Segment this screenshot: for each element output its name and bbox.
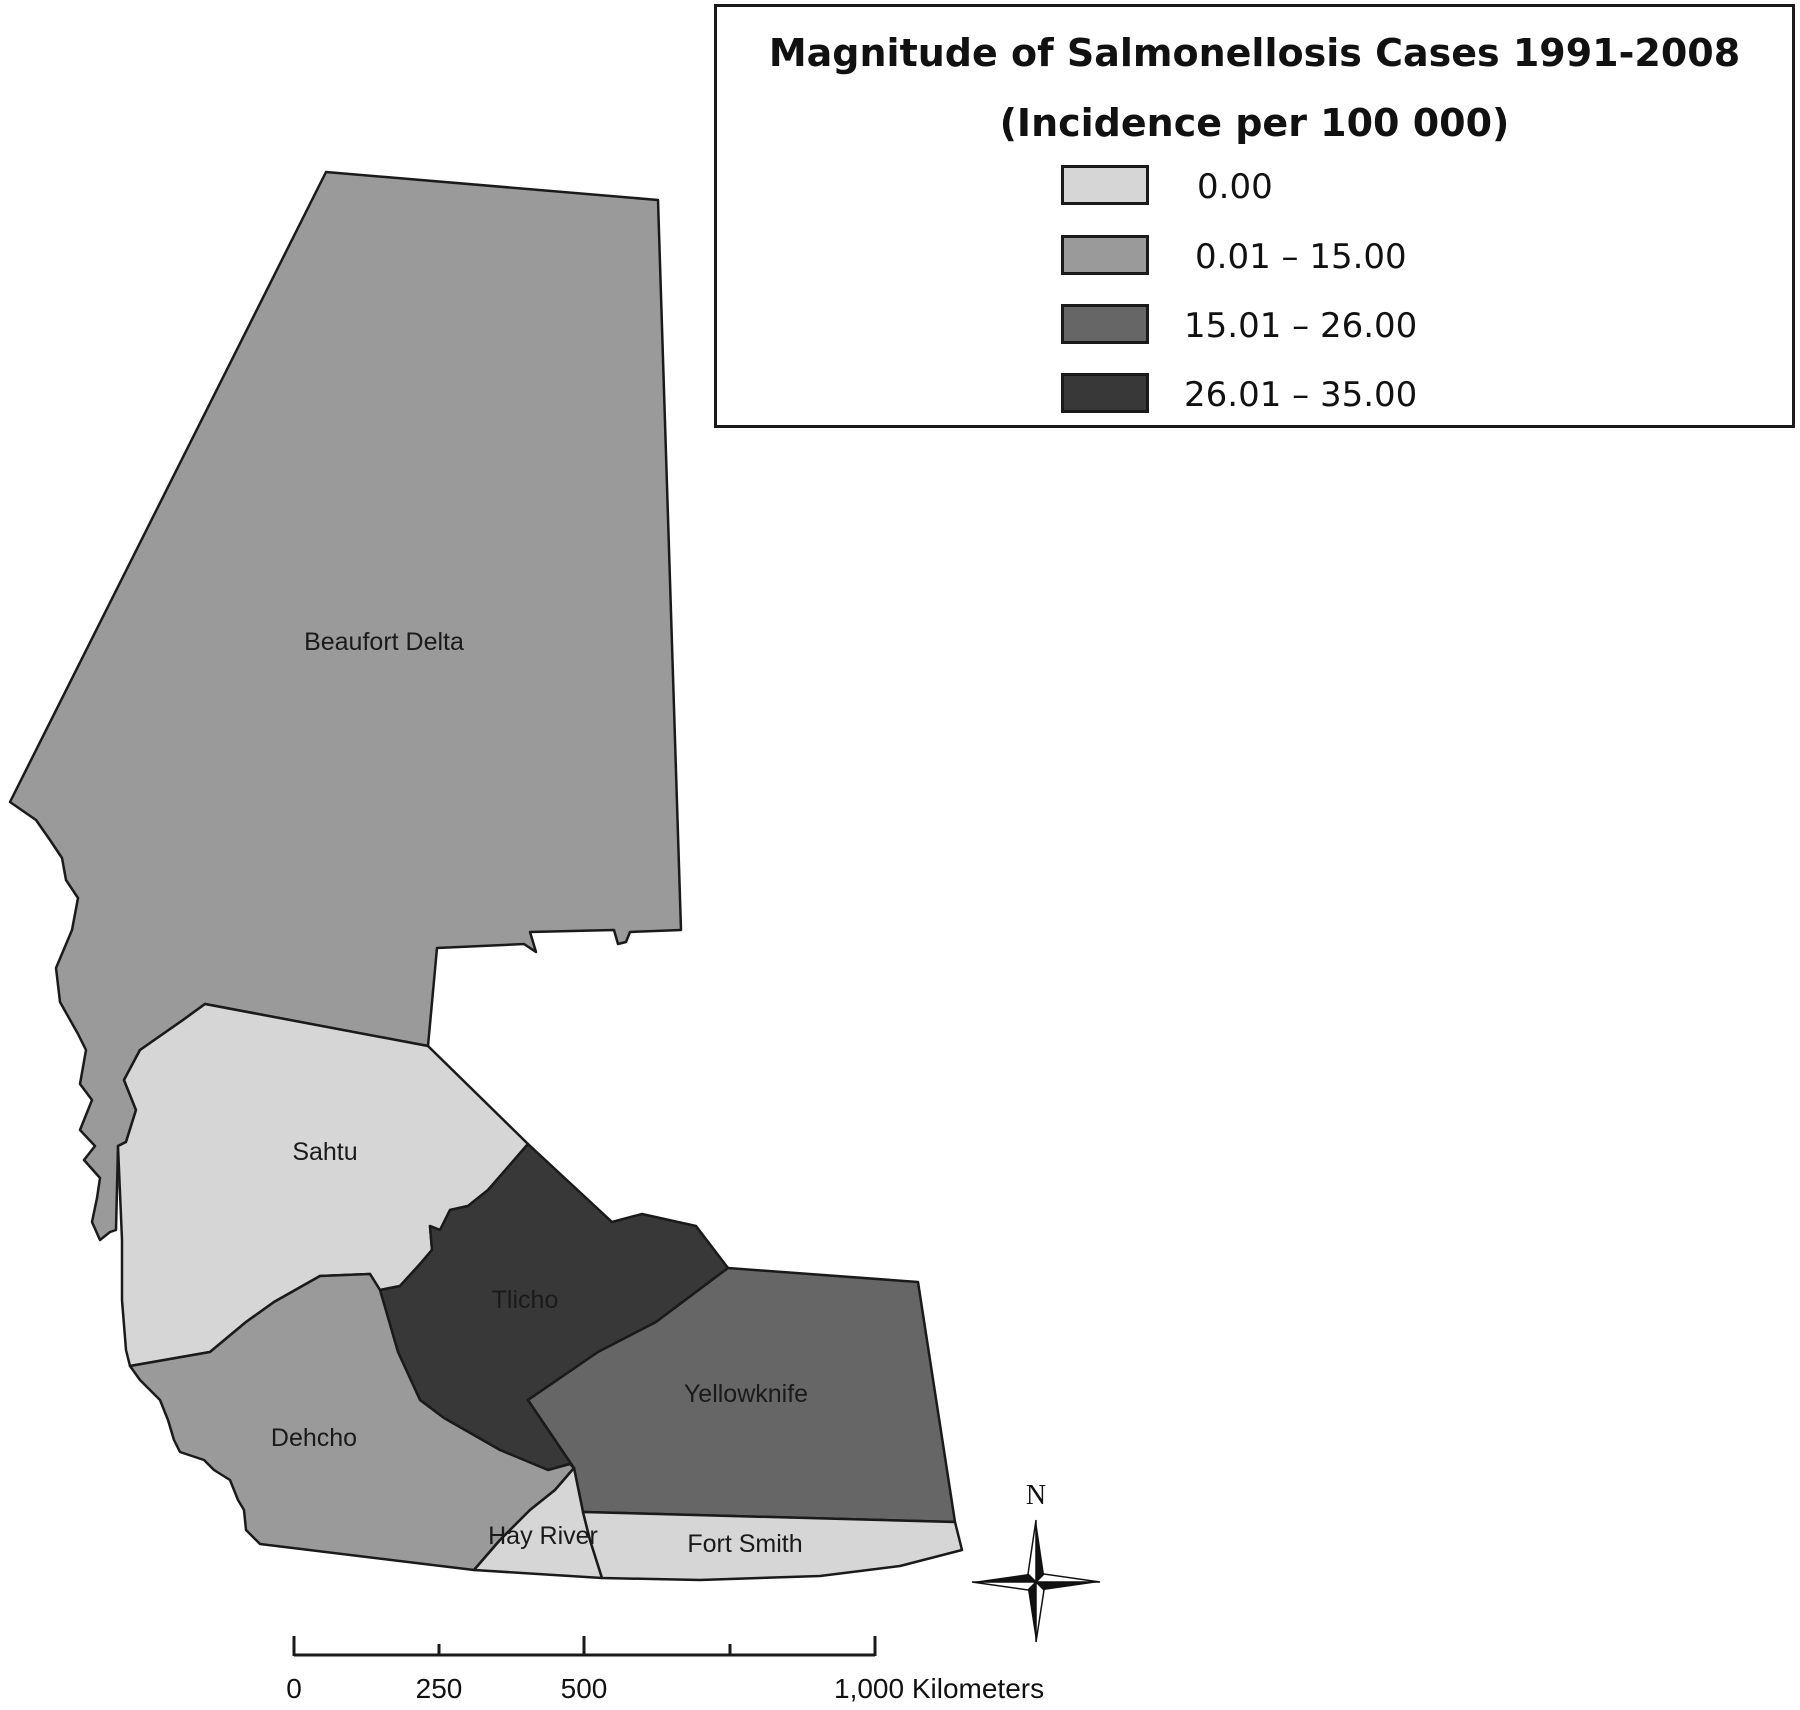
scale-bar: 0 250 500 1,000 Kilometers — [286, 1636, 1044, 1704]
scale-label-0: 0 — [286, 1673, 302, 1704]
legend-swatch — [1061, 373, 1149, 413]
north-arrow: N — [971, 1480, 1101, 1643]
north-label: N — [1026, 1480, 1046, 1511]
legend-item-label: 15.01 – 26.00 — [1184, 306, 1418, 346]
legend-item-label: 26.01 – 35.00 — [1184, 375, 1418, 415]
region-label-dehcho: Dehcho — [271, 1424, 357, 1452]
region-label-tlicho: Tlicho — [492, 1286, 559, 1314]
region-label-hay-river: Hay River — [488, 1522, 598, 1550]
legend-item: 0.01 – 15.00 — [1061, 235, 1661, 281]
legend-item: 0.00 — [1061, 165, 1661, 211]
region-label-beaufort-delta: Beaufort Delta — [304, 628, 464, 656]
scale-label-500: 500 — [561, 1673, 608, 1704]
scale-label-1000: 1,000 Kilometers — [834, 1673, 1044, 1704]
legend-title: Magnitude of Salmonellosis Cases 1991-20… — [768, 31, 1741, 75]
region-fort-smith[interactable] — [581, 1510, 964, 1582]
scale-label-250: 250 — [416, 1673, 463, 1704]
legend: Magnitude of Salmonellosis Cases 1991-20… — [714, 4, 1795, 428]
legend-item: 15.01 – 26.00 — [1061, 304, 1661, 350]
legend-swatch — [1061, 165, 1149, 205]
compass-rose-icon — [971, 1519, 1101, 1643]
legend-swatch — [1061, 304, 1149, 344]
legend-subtitle: (Incidence per 100 000) — [999, 101, 1510, 145]
legend-item-label: 0.00 — [1197, 167, 1273, 207]
legend-swatch — [1061, 235, 1149, 275]
region-beaufort-delta[interactable] — [8, 170, 683, 1242]
region-label-fort-smith: Fort Smith — [687, 1530, 802, 1558]
legend-item-label: 0.01 – 15.00 — [1195, 237, 1407, 277]
region-label-yellowknife: Yellowknife — [684, 1380, 808, 1408]
legend-item: 26.01 – 35.00 — [1061, 373, 1661, 419]
region-label-sahtu: Sahtu — [292, 1138, 357, 1166]
